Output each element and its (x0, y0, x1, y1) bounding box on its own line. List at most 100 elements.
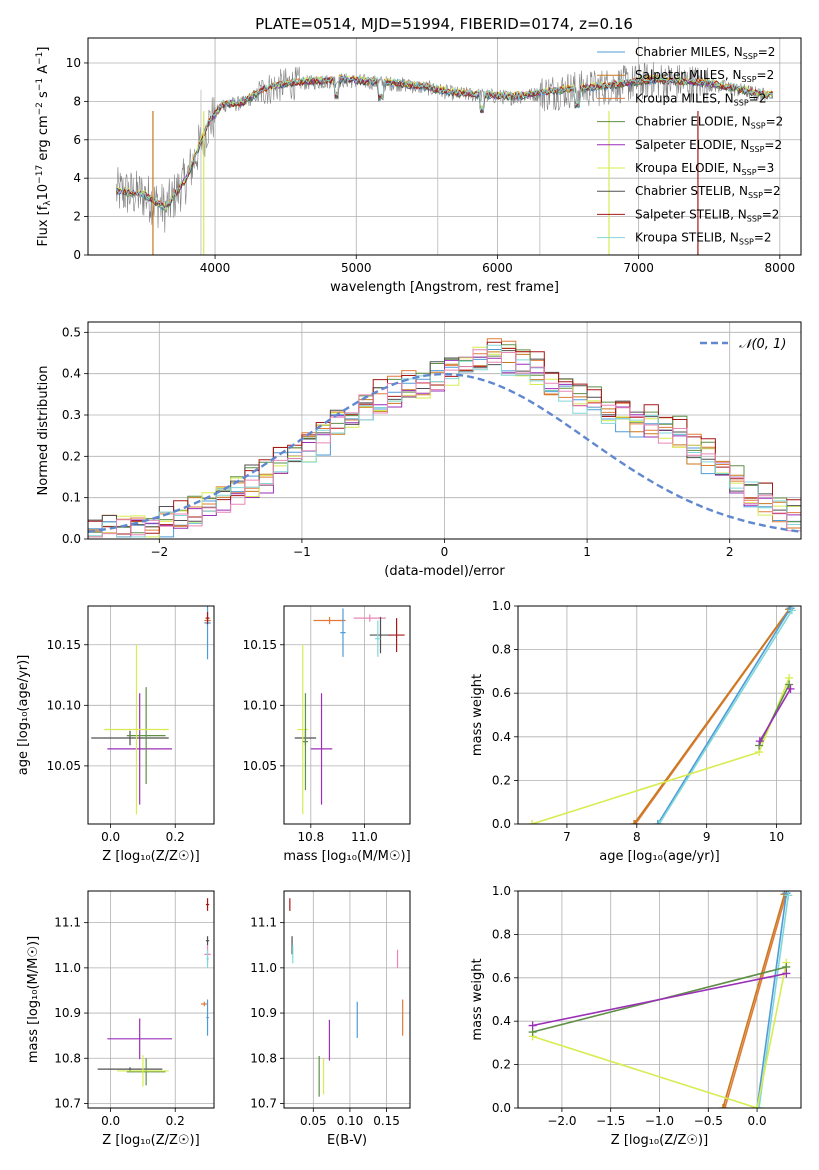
axes-mass_weight_vs_Z: −2.0 −1.5 −1.0 −0.5 0.0 0.0 0.2 0.4 0.6 0.8 1.0 Z [… (470, 884, 802, 1148)
legend-entry-2: Kroupa MILES, NSSP=2 (635, 91, 766, 107)
y-axis-label: mass weight (470, 958, 485, 1040)
legend-text-part: SSP (748, 191, 763, 200)
y-tick-label: 0.2 (492, 773, 511, 787)
axes-frame (517, 605, 802, 825)
axes-mass_vs_Z: 0.0 0.2 10.7 10.8 10.9 11.0 11.1 Z [log₁₀(Z/Z☉)… (26, 890, 215, 1148)
legend-entry-4: Salpeter ELODIE, NSSP=2 (635, 138, 782, 154)
legend-entry-6: Chabrier STELIB, NSSP=2 (635, 184, 781, 200)
y-axis-label: age [log₁₀(age/yr)] (16, 655, 31, 776)
x-tick-label: −1.0 (645, 1114, 674, 1128)
x-tick-label: 0.0 (101, 830, 120, 844)
axes-frame (517, 890, 802, 1109)
plot-area-mass_vs_Z (88, 891, 214, 1108)
weight-marker-1 (780, 891, 789, 899)
weight-marker-3 (787, 606, 796, 615)
legend-text-part: SSP (749, 145, 764, 154)
legend-text-part: Chabrier ELODIE, N (635, 115, 751, 129)
legend-entry-3: Chabrier ELODIE, NSSP=2 (635, 115, 783, 131)
x-tick-label: 0.05 (300, 1114, 327, 1128)
y-tick-label: 0.4 (492, 730, 511, 744)
weight-marker-3 (655, 820, 664, 824)
y-tick-label: 10.7 (250, 1096, 277, 1110)
weight-line-2 (657, 607, 792, 824)
legend-entry-0: Chabrier MILES, NSSP=2 (635, 45, 775, 61)
y-tick-label: 10.9 (54, 1006, 81, 1020)
y-tick-label: 0.3 (62, 408, 81, 422)
x-axis-label: Z [log₁₀(Z/Z☉)] (611, 1133, 708, 1148)
y-tick-label: 0.0 (492, 817, 511, 831)
weight-marker-6 (755, 737, 764, 746)
y-tick-label: 0.1 (62, 491, 81, 505)
y-tick-label: 4 (73, 171, 81, 185)
legend-text-part: SSP (747, 214, 762, 223)
x-axis-label: mass [log₁₀(M/M☉)] (283, 849, 410, 864)
y-tick-label: 0.2 (62, 449, 81, 463)
x-axis-label: E(B-V) (327, 1133, 367, 1148)
y-tick-label: 0.0 (492, 1101, 511, 1115)
legend-text-part: =2 (754, 231, 772, 245)
axes-frame (87, 605, 215, 825)
weight-line-4 (531, 677, 790, 824)
weight-marker-4 (527, 820, 536, 824)
legend-text-part: =2 (763, 184, 781, 198)
x-tick-label: 7000 (623, 261, 654, 275)
axes-frame (87, 890, 215, 1109)
y-tick-label: 10.10 (243, 698, 277, 712)
weight-line-4 (532, 962, 788, 1108)
y-label-part: A (36, 65, 51, 78)
weight-marker-4 (753, 1104, 762, 1108)
y-tick-label: 10.10 (47, 698, 81, 712)
axes-frame (283, 605, 411, 825)
x-tick-label: 4000 (200, 261, 231, 275)
model-line-8 (115, 74, 774, 210)
legend-text-part: Kroupa MILES, N (635, 91, 734, 105)
x-tick-label: 8 (633, 830, 641, 844)
x-tick-label: 0.0 (101, 1114, 120, 1128)
legend-text-part: =2 (758, 45, 776, 59)
y-label-part: ] (36, 47, 51, 52)
y-tick-label: 0.5 (62, 325, 81, 339)
legend-text-part: Salpeter STELIB, N (635, 207, 747, 221)
x-tick-label: 8000 (765, 261, 796, 275)
x-tick-label: 10.8 (297, 830, 324, 844)
weight-marker-6 (782, 969, 791, 978)
legend-entry-8: Kroupa STELIB, NSSP=2 (635, 231, 772, 247)
legend-text-part: SSP (751, 122, 766, 131)
y-label-part: erg cm (36, 115, 51, 164)
axes-age_vs_mass: 10.8 11.0 10.05 10.10 10.15 mass [log₁₀(M/M☉)… (243, 605, 411, 864)
legend-text-part: =2 (757, 68, 775, 82)
legend-entry-7: Salpeter STELIB, NSSP=2 (635, 207, 779, 223)
x-tick-label: −1.5 (596, 1114, 625, 1128)
plot-area-mass_weight_vs_age (518, 606, 801, 824)
weight-line-2 (756, 893, 788, 1108)
y-tick-label: 11.1 (54, 916, 81, 930)
legend-text-part: Salpeter MILES, N (635, 68, 742, 82)
legend-label-normal: 𝒩(0, 1) (739, 337, 786, 352)
y-tick-label: 10.05 (243, 759, 277, 773)
legend-text-part: SSP (734, 98, 749, 107)
y-tick-label: 11.0 (250, 961, 277, 975)
x-axis-label: (data-model)/error (384, 564, 505, 579)
axes-mass_vs_EBV: 0.05 0.10 0.15 10.7 10.8 10.9 11.0 11.1 E(B-V) (250, 890, 411, 1148)
x-tick-label: 5000 (341, 261, 372, 275)
y-label-part: λ (43, 200, 53, 206)
x-axis-label: Z [log₁₀(Z/Z☉)] (102, 1133, 199, 1148)
y-axis-label: mass [log₁₀(M/M☉)] (26, 936, 41, 1063)
normal-curve (88, 372, 801, 533)
axes-mass_weight_vs_age: 7 8 9 10 0.0 0.2 0.4 0.6 0.8 1.0 age [log₁₀(age/yr… (470, 599, 802, 864)
weight-line-1 (633, 608, 790, 824)
plot-area-spectrum (88, 38, 801, 255)
axes-frame (87, 321, 802, 540)
axes-frame (283, 890, 411, 1109)
y-tick-label: 0.6 (492, 971, 511, 985)
histogram-step-6 (88, 350, 801, 528)
y-tick-label: 0.0 (62, 532, 81, 546)
y-axis-label: Flux [fλ10−17 erg cm−2 s−1 A−1] (35, 47, 53, 247)
axes-age_vs_Z: 0.0 0.2 10.05 10.10 10.15 Z [log₁₀(Z/Z☉)] age … (16, 605, 215, 864)
y-tick-label: 10.7 (54, 1096, 81, 1110)
legend-text-part: SSP (739, 238, 754, 247)
legend-text-part: Salpeter ELODIE, N (635, 138, 749, 152)
x-tick-label: −1 (293, 545, 311, 559)
y-label-part: −17 (35, 165, 45, 184)
x-tick-label: 2 (726, 545, 734, 559)
